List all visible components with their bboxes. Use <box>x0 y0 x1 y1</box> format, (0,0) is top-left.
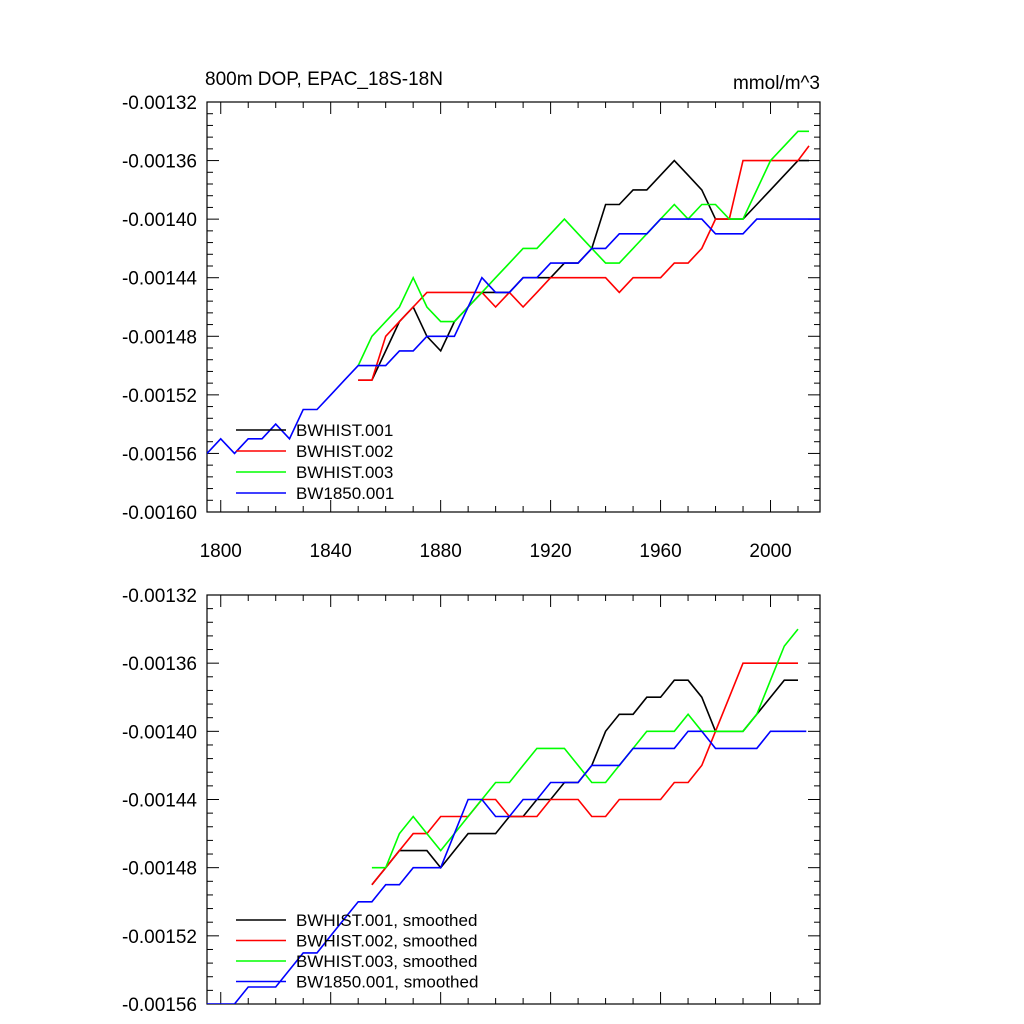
series-line-1 <box>371 679 798 886</box>
x-tick-label: 1880 <box>420 541 462 562</box>
series-line-1 <box>358 159 809 382</box>
legend-label: BWHIST.003, smoothed <box>296 952 477 971</box>
units-label: mmol/m^3 <box>733 73 820 94</box>
y-tick-label: -0.00140 <box>122 210 197 231</box>
y-tick-label: -0.00144 <box>122 269 197 290</box>
y-tick-label: -0.00136 <box>122 152 197 173</box>
series-line-4 <box>207 730 807 1004</box>
x-tick-label: 1960 <box>639 541 681 562</box>
legend-label: BWHIST.002 <box>296 442 393 461</box>
top-panel: -0.00160 -0.00156 -0.00152 -0.00148 -0.00144… <box>122 69 821 562</box>
legend-label: BWHIST.002, smoothed <box>296 932 477 951</box>
plot-frame <box>206 101 821 513</box>
x-tick-label: 2000 <box>749 541 791 562</box>
legend-label: BW1850.001, smoothed <box>296 973 478 992</box>
y-tick-label: -0.00140 <box>122 722 197 743</box>
bottom-panel: -0.00156 -0.00152 -0.00148 -0.00144 -0.00140… <box>122 586 821 1016</box>
y-tick-label: -0.00160 <box>122 503 197 524</box>
y-tick-label: -0.00156 <box>122 995 197 1016</box>
y-tick-label: -0.00156 <box>122 444 197 465</box>
legend-label: BWHIST.001 <box>296 421 393 440</box>
legend-label: BWHIST.001, smoothed <box>296 911 477 930</box>
legend-label: BW1850.001 <box>296 484 394 503</box>
y-tick-label: -0.00152 <box>122 927 197 948</box>
y-tick-label: -0.00144 <box>122 791 197 812</box>
y-tick-label: -0.00132 <box>122 586 197 607</box>
series-line-3 <box>357 130 809 366</box>
y-tick-label: -0.00148 <box>122 859 197 880</box>
y-tick-label: -0.00152 <box>122 386 197 407</box>
chart-title: 800m DOP, EPAC_18S-18N <box>205 69 443 90</box>
series-line-2 <box>358 145 810 382</box>
series-line-4 <box>207 218 820 455</box>
y-tick-label: -0.00132 <box>122 93 197 114</box>
x-tick-label: 1920 <box>529 541 571 562</box>
x-tick-label: 1840 <box>310 541 352 562</box>
y-tick-label: -0.00136 <box>122 654 197 675</box>
x-tick-label: 1800 <box>200 541 242 562</box>
series-line-2 <box>371 662 798 886</box>
y-tick-label: -0.00148 <box>122 327 197 348</box>
legend-label: BWHIST.003 <box>296 463 393 482</box>
